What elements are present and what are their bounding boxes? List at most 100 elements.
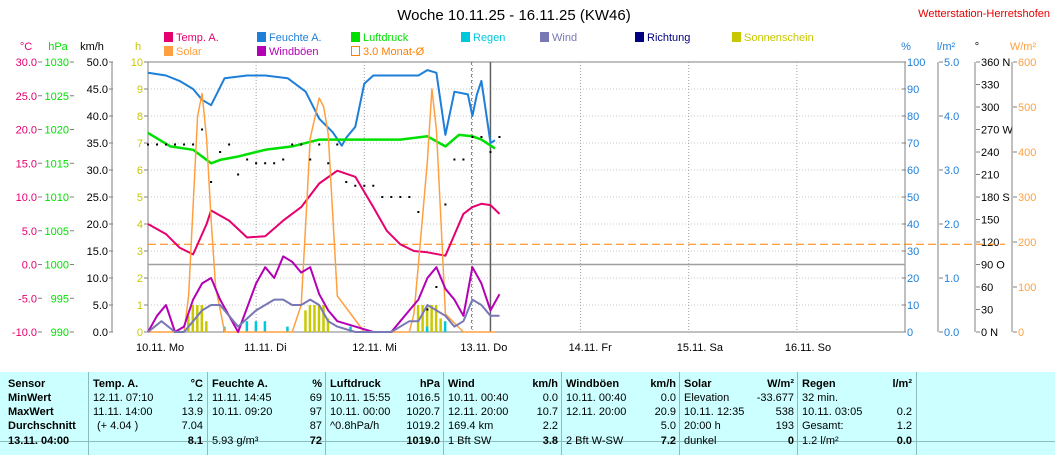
cell-label: 169.4 km bbox=[448, 420, 494, 432]
direction-point bbox=[318, 143, 321, 146]
direction-tick-label: 30 bbox=[981, 305, 993, 317]
humidity-tick-label: 90 bbox=[907, 84, 919, 96]
cell-value: 0.2 bbox=[896, 406, 912, 418]
legend-label: Solar bbox=[176, 46, 202, 58]
solar-tick-label: 400 bbox=[1018, 147, 1036, 159]
pressure-tick-label: 1020 bbox=[45, 125, 69, 137]
sunshine-bar bbox=[430, 305, 433, 332]
humidity-unit-label: % bbox=[901, 41, 911, 53]
humidity-tick-label: 20 bbox=[907, 273, 919, 285]
column-unit: % bbox=[312, 378, 322, 390]
rain-bar bbox=[254, 321, 258, 332]
sunshine-bar bbox=[322, 305, 325, 332]
legend-swatch bbox=[351, 46, 360, 56]
windline bbox=[147, 298, 500, 333]
sunshine-tick-label: 8 bbox=[137, 111, 143, 123]
cell-label: 12.11. 07:10 bbox=[93, 392, 154, 404]
direction-point bbox=[480, 136, 483, 138]
direction-tick-label: 0 N bbox=[981, 327, 998, 339]
x-tick-label: 14.11. Fr bbox=[569, 342, 613, 354]
sunshine-tick-label: 3 bbox=[137, 246, 143, 258]
rain-tick-label: 0.0 bbox=[944, 327, 959, 339]
cell-value: 10.7 bbox=[536, 406, 558, 418]
solar-tick-label: 300 bbox=[1018, 192, 1036, 204]
solar-unit-label: W/m² bbox=[1010, 41, 1037, 53]
direction-point bbox=[453, 158, 456, 161]
direction-point bbox=[264, 162, 267, 165]
chart-legend: Temp. A. Feuchte A. Luftdruck Regen Wind Rich… bbox=[164, 32, 814, 58]
temp-tick-label: 25.0 bbox=[16, 91, 37, 103]
legend-label: Feuchte A. bbox=[269, 32, 322, 44]
direction-point bbox=[381, 196, 384, 198]
column-separator bbox=[679, 372, 680, 455]
sunshine-tick-label: 7 bbox=[137, 138, 143, 150]
legend-swatch bbox=[732, 32, 741, 42]
x-tick-label: 12.11. Mi bbox=[352, 342, 396, 354]
cell-label: Elevation bbox=[684, 392, 730, 404]
sunshine-tick-label: 10 bbox=[131, 57, 143, 69]
cell-value: 7.04 bbox=[181, 420, 203, 432]
direction-tick-label: 180 S bbox=[981, 192, 1010, 204]
wind-tick-label: 15.0 bbox=[87, 246, 108, 258]
direction-point bbox=[399, 196, 402, 198]
sunshine-tick-label: 4 bbox=[137, 219, 143, 231]
direction-point bbox=[183, 143, 186, 146]
column-header: Windböen bbox=[566, 378, 620, 390]
direction-point bbox=[408, 196, 411, 198]
temp-tick-label: -10.0 bbox=[12, 327, 37, 339]
direction-point bbox=[372, 184, 375, 187]
legend-label: Regen bbox=[473, 32, 505, 44]
legend-swatch bbox=[257, 46, 266, 56]
direction-tick-label: 120 bbox=[981, 237, 999, 249]
x-tick-label: 15.11. Sa bbox=[677, 342, 724, 354]
cell-label: 10.11. 09:20 bbox=[212, 406, 273, 418]
legend-label: Luftdruck bbox=[363, 32, 409, 44]
sunshine-bar bbox=[439, 318, 442, 332]
cell-value: 0 bbox=[787, 435, 794, 447]
cell-value: 20.9 bbox=[654, 406, 676, 418]
cell-value: 97 bbox=[309, 406, 322, 418]
rain-bar bbox=[263, 321, 267, 332]
humidity-tick-label: 10 bbox=[907, 300, 919, 312]
row-label: MaxWert bbox=[8, 406, 54, 418]
direction-point bbox=[291, 143, 294, 146]
direction-point bbox=[273, 162, 276, 165]
solar-tick-label: 0 bbox=[1018, 327, 1024, 339]
stats-table: Sensor MinWert MaxWert Durchschnitt 13.11. 0… bbox=[0, 372, 1055, 455]
direction-point bbox=[147, 143, 149, 146]
legend-label: Wind bbox=[552, 32, 577, 44]
cell-label: 12.11. 20:00 bbox=[448, 406, 509, 418]
direction-point bbox=[237, 173, 240, 176]
chart-grid bbox=[147, 61, 906, 333]
wind-tick-label: 35.0 bbox=[87, 138, 108, 150]
solar-tick-label: 500 bbox=[1018, 102, 1036, 114]
sunshine-bar bbox=[425, 305, 429, 332]
cell-label: 10.11. 15:55 bbox=[330, 392, 391, 404]
sunshine-bar bbox=[196, 305, 199, 332]
temp-tick-label: 30.0 bbox=[16, 57, 37, 69]
cell-value: 8.1 bbox=[187, 435, 203, 447]
direction-point bbox=[300, 143, 303, 146]
row-label: MinWert bbox=[8, 392, 52, 404]
column-header: Temp. A. bbox=[93, 378, 139, 390]
direction-point bbox=[444, 203, 447, 206]
pressure-tick-label: 1010 bbox=[45, 192, 69, 204]
direction-tick-label: 300 bbox=[981, 102, 999, 114]
direction-tick-label: 150 bbox=[981, 215, 999, 227]
legend-swatch bbox=[164, 32, 173, 42]
temp-tick-label: -5.0 bbox=[18, 293, 37, 305]
cell-label: 2 Bft W-SW bbox=[566, 435, 624, 447]
sunshine-bar bbox=[191, 305, 195, 332]
rain-bar bbox=[286, 326, 289, 332]
cell-value: 2.2 bbox=[542, 420, 558, 432]
rain-tick-label: 2.0 bbox=[944, 219, 959, 231]
solar-tick-label: 100 bbox=[1018, 282, 1036, 294]
sunshine-tick-label: 0 bbox=[137, 327, 143, 339]
cell-value: 0.0 bbox=[542, 392, 558, 404]
legend-label: Sonnenschein bbox=[744, 32, 814, 44]
wind-tick-label: 30.0 bbox=[87, 165, 108, 177]
cell-value: 0.0 bbox=[896, 435, 912, 447]
legend-swatch bbox=[164, 46, 173, 56]
temp-tick-label: 20.0 bbox=[16, 125, 37, 137]
direction-point bbox=[363, 184, 366, 187]
